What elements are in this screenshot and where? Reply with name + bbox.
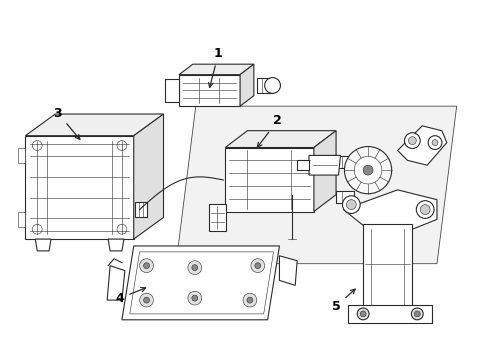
Circle shape <box>264 78 280 93</box>
Polygon shape <box>347 305 431 323</box>
Polygon shape <box>335 191 353 203</box>
Polygon shape <box>135 202 146 217</box>
Polygon shape <box>129 252 273 314</box>
Circle shape <box>191 265 197 271</box>
Polygon shape <box>179 75 240 106</box>
Circle shape <box>243 293 256 307</box>
Polygon shape <box>208 204 226 231</box>
Text: 4: 4 <box>115 288 145 305</box>
Polygon shape <box>176 106 456 264</box>
Circle shape <box>187 261 201 275</box>
Polygon shape <box>108 239 123 251</box>
Circle shape <box>431 140 437 145</box>
Circle shape <box>344 147 391 194</box>
Polygon shape <box>18 212 25 227</box>
Polygon shape <box>363 224 411 308</box>
Circle shape <box>143 263 149 269</box>
Circle shape <box>407 137 415 145</box>
Polygon shape <box>297 160 308 170</box>
Circle shape <box>415 201 433 219</box>
Polygon shape <box>18 148 25 163</box>
Circle shape <box>140 293 153 307</box>
Circle shape <box>410 308 422 320</box>
Polygon shape <box>279 256 297 285</box>
Circle shape <box>250 259 264 273</box>
Circle shape <box>413 311 419 317</box>
Polygon shape <box>256 78 272 93</box>
Polygon shape <box>225 131 335 148</box>
Text: 5: 5 <box>331 289 354 312</box>
Circle shape <box>419 204 429 215</box>
Circle shape <box>187 291 201 305</box>
Circle shape <box>427 136 441 149</box>
Polygon shape <box>25 114 163 136</box>
Polygon shape <box>122 246 279 320</box>
Circle shape <box>342 196 360 213</box>
Circle shape <box>117 224 126 234</box>
Circle shape <box>32 224 42 234</box>
Polygon shape <box>133 114 163 239</box>
Circle shape <box>346 200 356 210</box>
Text: 2: 2 <box>257 114 281 147</box>
Polygon shape <box>165 78 179 102</box>
Polygon shape <box>240 64 253 106</box>
Circle shape <box>254 263 260 269</box>
Circle shape <box>357 308 368 320</box>
Polygon shape <box>397 126 446 165</box>
Circle shape <box>363 165 372 175</box>
Circle shape <box>32 141 42 150</box>
Polygon shape <box>25 136 133 239</box>
Circle shape <box>140 259 153 273</box>
Circle shape <box>353 156 381 184</box>
Polygon shape <box>335 156 353 168</box>
Polygon shape <box>179 64 253 75</box>
Circle shape <box>360 311 366 317</box>
Polygon shape <box>35 239 51 251</box>
Circle shape <box>191 295 197 301</box>
Circle shape <box>143 297 149 303</box>
Circle shape <box>404 133 419 148</box>
Polygon shape <box>107 266 124 300</box>
Polygon shape <box>313 131 335 212</box>
Text: 3: 3 <box>54 107 80 139</box>
Polygon shape <box>343 190 436 229</box>
Polygon shape <box>225 148 313 212</box>
Polygon shape <box>308 156 340 175</box>
Circle shape <box>117 141 126 150</box>
Circle shape <box>246 297 252 303</box>
Text: 1: 1 <box>208 48 223 87</box>
